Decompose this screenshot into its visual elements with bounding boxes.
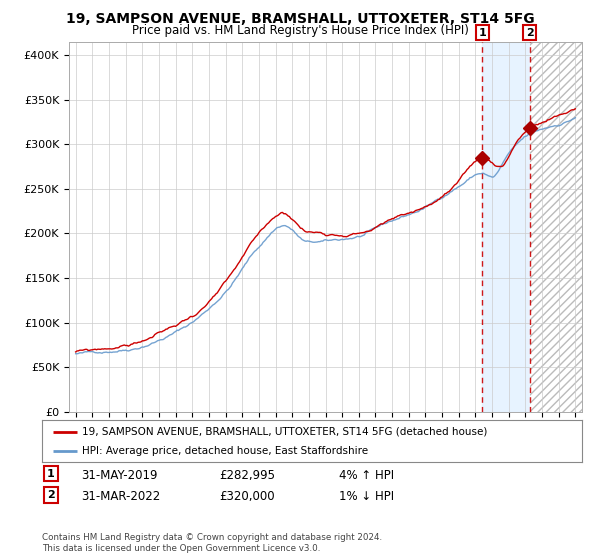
Text: 31-MAY-2019: 31-MAY-2019 <box>81 469 157 482</box>
Text: Contains HM Land Registry data © Crown copyright and database right 2024.
This d: Contains HM Land Registry data © Crown c… <box>42 533 382 553</box>
Text: 1: 1 <box>479 27 486 38</box>
Text: 19, SAMPSON AVENUE, BRAMSHALL, UTTOXETER, ST14 5FG (detached house): 19, SAMPSON AVENUE, BRAMSHALL, UTTOXETER… <box>83 427 488 437</box>
Text: 19, SAMPSON AVENUE, BRAMSHALL, UTTOXETER, ST14 5FG: 19, SAMPSON AVENUE, BRAMSHALL, UTTOXETER… <box>65 12 535 26</box>
Text: 1% ↓ HPI: 1% ↓ HPI <box>339 490 394 503</box>
Text: 31-MAR-2022: 31-MAR-2022 <box>81 490 160 503</box>
Text: 4% ↑ HPI: 4% ↑ HPI <box>339 469 394 482</box>
Text: 2: 2 <box>47 490 55 500</box>
Text: HPI: Average price, detached house, East Staffordshire: HPI: Average price, detached house, East… <box>83 446 368 456</box>
Bar <box>482 42 530 412</box>
Bar <box>530 42 584 412</box>
Text: £320,000: £320,000 <box>219 490 275 503</box>
Text: 1: 1 <box>47 469 55 479</box>
Text: Price paid vs. HM Land Registry's House Price Index (HPI): Price paid vs. HM Land Registry's House … <box>131 24 469 36</box>
Text: 2: 2 <box>526 27 533 38</box>
Text: £282,995: £282,995 <box>219 469 275 482</box>
Bar <box>530 42 584 412</box>
